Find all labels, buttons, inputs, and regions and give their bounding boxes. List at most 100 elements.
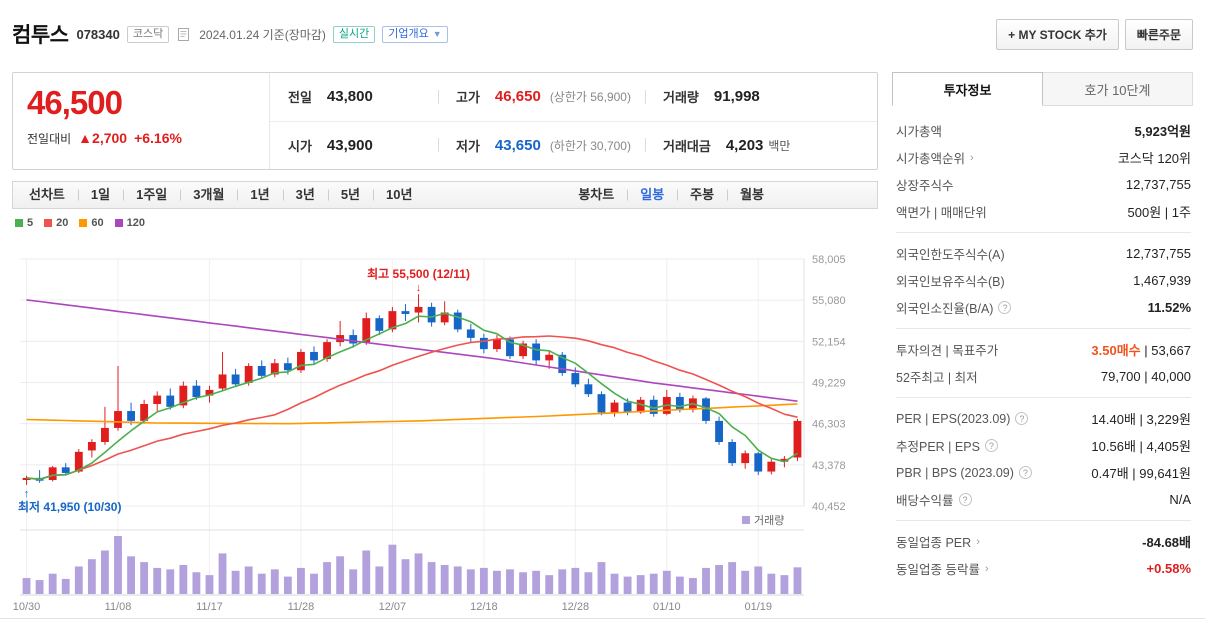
high-value: 46,650 <box>494 88 541 106</box>
change-value: ▲2,700 <box>78 130 127 146</box>
chevron-down-icon: ▼ <box>432 28 442 39</box>
price-detail-row: 시가 43,900 저가 43,650 (하한가 30,700) 거래대금 4,… <box>270 120 877 170</box>
low-label: 저가 <box>456 138 480 154</box>
chart-period-tab[interactable]: 1년 <box>237 182 282 208</box>
svg-text:52,154: 52,154 <box>812 336 846 348</box>
svg-text:12/07: 12/07 <box>379 601 407 613</box>
info-label: 동일업종 등락률 › <box>896 562 989 578</box>
candlestick-chart[interactable]: 10/30 11/08 11/17 11/28 12/07 12/18 12/28 01/10… <box>12 232 880 618</box>
legend-label: 120 <box>126 216 145 229</box>
info-value: 10.56배 | 4,405원 <box>1091 439 1191 454</box>
svg-text:12/18: 12/18 <box>470 601 498 613</box>
tab-order-book-10[interactable]: 호가 10단계 <box>1043 72 1193 106</box>
svg-text:10/30: 10/30 <box>13 601 41 613</box>
svg-text:최저 41,950 (10/30): 최저 41,950 (10/30) <box>18 499 121 514</box>
info-label: 투자의견 | 목표주가 <box>896 344 999 358</box>
link-arrow-icon: › <box>976 535 980 548</box>
info-label: 52주최고 | 최저 <box>896 371 978 385</box>
chart-period-tab[interactable]: 3년 <box>283 182 328 208</box>
info-row[interactable]: 시가총액순위 › 코스닥 120위 <box>896 144 1191 171</box>
help-icon[interactable]: ? <box>998 301 1012 314</box>
help-icon[interactable]: ? <box>958 493 972 506</box>
chart-period-tab[interactable]: 1일 <box>78 182 123 208</box>
chart-period-tab[interactable]: 5년 <box>328 182 373 208</box>
chart-candle-tab[interactable]: 주봉 <box>677 182 727 208</box>
ma-legend-item: 5 <box>15 217 33 229</box>
quick-order-button[interactable]: 빠른주문 <box>1124 18 1193 50</box>
info-label: 상장주식수 <box>896 179 954 193</box>
prev-close-value: 43,800 <box>326 88 373 106</box>
info-row: 액면가 | 매매단위 500원 | 1주 <box>896 198 1191 225</box>
candle-chart-label: 봉차트 <box>578 187 615 202</box>
info-row: 배당수익률? N/A <box>896 486 1191 513</box>
info-value: 0.47배 | 99,641원 <box>1091 466 1191 481</box>
chart-period-tab[interactable]: 선차트 <box>29 187 65 202</box>
help-icon[interactable]: ? <box>984 439 998 452</box>
link-arrow-icon: › <box>984 562 989 575</box>
market-badge: 코스닥 <box>126 25 170 43</box>
info-row: PER | EPS(2023.09)? 14.40배 | 3,229원 <box>896 405 1191 432</box>
trade-value-label: 거래대금 <box>663 138 711 154</box>
info-value: 12,737,755 <box>1125 246 1191 261</box>
ma-legend-item: 120 <box>114 216 145 229</box>
header-buttons: + MY STOCK 추가 빠른주문 <box>996 18 1193 50</box>
info-value: 12,737,755 <box>1125 177 1191 192</box>
info-row[interactable]: 동일업종 등락률 › +0.58% <box>896 555 1191 582</box>
info-row: 외국인한도주식수(A) 12,737,755 <box>896 240 1191 267</box>
date-info: 2024.01.24 기준(장마감) <box>199 27 326 42</box>
investment-info-panel: 투자정보 호가 10단계 시가총액 5,923억원 시가총액순위 › 코스닥 120위 상… <box>892 72 1193 589</box>
price-detail-table: 전일 43,800 고가 46,650 (상한가 56,900) 거래량 91,… <box>269 73 877 169</box>
svg-text:↑: ↑ <box>24 488 30 500</box>
my-stock-add-button[interactable]: + MY STOCK 추가 <box>996 18 1119 50</box>
ma-legend-item: 60 <box>79 217 104 229</box>
info-label: 외국인한도주식수(A) <box>896 248 1005 262</box>
info-group: PER | EPS(2023.09)? 14.40배 | 3,229원 추정PER … <box>896 397 1191 520</box>
chart-period-tab[interactable]: 1주일 <box>123 182 180 208</box>
help-icon[interactable]: ? <box>1015 412 1029 425</box>
chart-candle-tab[interactable]: 월봉 <box>727 182 777 208</box>
tab-investment-info[interactable]: 투자정보 <box>892 72 1043 106</box>
info-row: 외국인보유주식수(B) 1,467,939 <box>896 267 1191 294</box>
price-detail-row: 전일 43,800 고가 46,650 (상한가 56,900) 거래량 91,… <box>270 73 877 121</box>
info-value: -84.68배 <box>1142 535 1191 550</box>
realtime-badge: 실시간 <box>332 25 376 43</box>
info-row[interactable]: 동일업종 PER › -84.68배 <box>896 528 1191 555</box>
info-value: 5,923억원 <box>1134 124 1191 139</box>
volume-cell: 거래량 91,998 <box>645 73 877 121</box>
open-value: 43,900 <box>326 136 373 154</box>
current-price: 46,500 <box>27 84 123 121</box>
info-group: 투자의견 | 목표주가 3.50매수 | 53,667 52주최고 | 최저 79,7… <box>896 328 1191 397</box>
info-row: 투자의견 | 목표주가 3.50매수 | 53,667 <box>896 336 1191 363</box>
info-group: 시가총액 5,923억원 시가총액순위 › 코스닥 120위 상장주식수 12,737,75… <box>896 110 1191 232</box>
change-amount: 2,700 <box>92 129 128 146</box>
svg-text:↓: ↓ <box>416 282 422 294</box>
svg-text:49,229: 49,229 <box>812 377 846 389</box>
info-value: 코스닥 120위 <box>1117 151 1191 166</box>
chart-period-tab[interactable]: 3개월 <box>180 182 237 208</box>
info-group: 외국인한도주식수(A) 12,737,755 외국인보유주식수(B) 1,467,93… <box>896 232 1191 328</box>
high-cell: 고가 46,650 (상한가 56,900) <box>438 73 645 121</box>
svg-text:01/19: 01/19 <box>745 601 773 613</box>
trade-value-cell: 거래대금 4,203 백만 <box>645 122 877 170</box>
print-icon[interactable] <box>177 27 190 41</box>
chart-toolbar: 선차트 1일 1주일 3개월 1년 3년 5년 10년 봉차트 일봉 주봉 월봉 <box>12 181 878 209</box>
page-bottom-divider <box>0 618 1205 619</box>
info-value: N/A <box>1169 492 1191 507</box>
info-label: 외국인보유주식수(B) <box>896 275 1005 289</box>
company-overview-dropdown[interactable]: 기업개요 ▼ <box>382 25 448 43</box>
volume-label: 거래량 <box>663 90 699 106</box>
current-price-panel: 46,500 전일대비 ▲2,700 +6.16% <box>13 73 269 169</box>
chart-period-tab[interactable]: 10년 <box>373 182 425 208</box>
help-icon[interactable]: ? <box>1018 466 1032 479</box>
prev-close-label: 전일 <box>288 90 312 106</box>
info-label: 동일업종 PER › <box>896 535 980 551</box>
change-label: 전일대비 <box>27 131 72 146</box>
chart-candle-tab[interactable]: 일봉 <box>627 182 677 208</box>
open-label: 시가 <box>288 138 312 154</box>
legend-label: 5 <box>27 216 34 229</box>
info-value: 1,467,939 <box>1133 273 1191 288</box>
svg-text:55,080: 55,080 <box>812 295 846 307</box>
info-row: 상장주식수 12,737,755 <box>896 171 1191 198</box>
svg-text:40,452: 40,452 <box>812 501 846 513</box>
